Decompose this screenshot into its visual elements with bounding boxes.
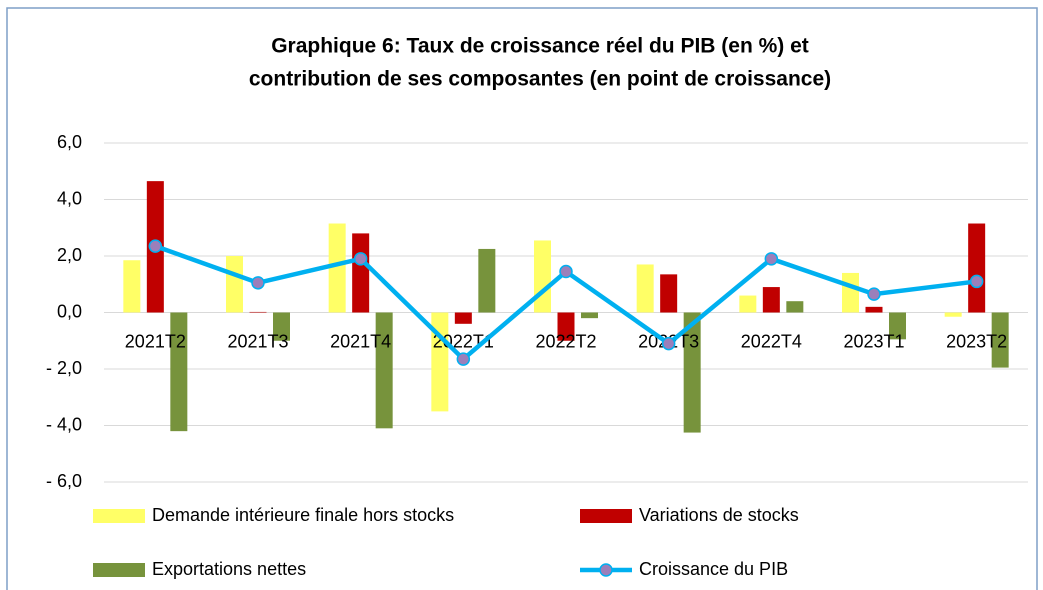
bar [636,264,654,313]
marker [456,352,471,366]
legend-swatch [93,509,145,523]
bar [683,312,701,433]
bar [865,306,883,313]
marker [969,274,984,289]
bar [786,301,804,313]
x-tick-label: 2021T2 [125,331,186,351]
y-tick-label: - 4,0 [46,414,82,434]
bar [534,240,551,313]
bar [352,233,370,313]
legend-label: Variations de stocks [639,505,799,525]
x-tick-label: 2022T2 [535,331,596,351]
marker [148,239,163,253]
chart-frame [6,7,1038,590]
bar [889,312,906,340]
bar [375,312,393,429]
y-tick-label: 2,0 [57,245,82,265]
y-tick-label: 4,0 [57,188,82,208]
bar [273,312,290,341]
y-tick-label: 0,0 [57,301,82,321]
bar [170,312,188,432]
bar [660,274,678,313]
bar [328,223,346,313]
y-tick-label: - 6,0 [46,471,82,491]
x-tick-label: 2021T4 [330,331,391,351]
bar [478,248,496,313]
bar [249,311,267,313]
chart-title: Graphique 6: Taux de croissance réel du … [271,35,809,58]
legend-swatch [93,563,145,577]
bar [123,260,141,313]
x-tick-label: 2021T3 [227,331,288,351]
marker [353,252,368,266]
marker [867,287,881,301]
legend-swatch [599,563,613,577]
x-tick-label: 2023T2 [946,331,1007,351]
bar [842,272,859,313]
bar [968,223,986,313]
bar [762,287,780,313]
marker [661,336,676,351]
bar [454,312,472,324]
chart-title: contribution de ses composantes (en poin… [249,68,831,91]
legend-label: Demande intérieure finale hors stocks [152,505,454,525]
bar [739,295,757,313]
bar [557,312,575,341]
marker [559,264,573,279]
legend-label: Croissance du PIB [639,559,788,579]
x-tick-label: 2022T4 [741,331,802,351]
bar [581,312,598,319]
legend-swatch [580,509,632,523]
y-tick-label: - 2,0 [46,358,82,378]
x-tick-label: 2023T1 [843,331,904,351]
y-tick-label: 6,0 [57,132,82,152]
legend-label: Exportations nettes [152,559,306,579]
marker [764,252,779,266]
bar [944,312,962,317]
bar [226,256,243,313]
marker [251,276,265,290]
bar [991,312,1009,368]
